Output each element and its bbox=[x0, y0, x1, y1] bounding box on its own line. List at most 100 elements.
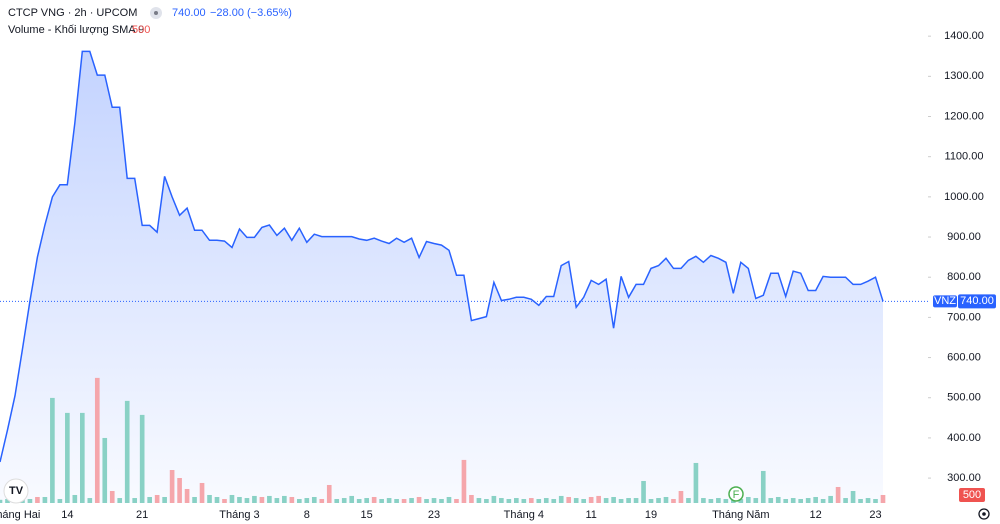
x-tick-label: 12 bbox=[810, 509, 822, 521]
x-tick-label: 8 bbox=[304, 509, 310, 521]
volume-bar bbox=[326, 484, 332, 503]
volume-bar bbox=[379, 498, 384, 503]
volume-bar bbox=[633, 498, 639, 503]
volume-bar bbox=[394, 498, 399, 503]
volume-bar bbox=[476, 498, 482, 503]
plot-area bbox=[0, 50, 886, 504]
volume-last: 500 bbox=[132, 24, 150, 36]
volume-bar bbox=[334, 498, 340, 503]
volume-bar bbox=[641, 480, 646, 503]
x-tick-label: 19 bbox=[645, 509, 657, 521]
volume-bar bbox=[775, 496, 781, 503]
volume-bar bbox=[663, 496, 669, 503]
volume-bar bbox=[371, 496, 377, 503]
volume-bar bbox=[349, 495, 355, 503]
volume-bar bbox=[790, 498, 796, 503]
y-tick-label: 500.00 bbox=[947, 392, 981, 404]
volume-bar bbox=[820, 498, 826, 503]
volume-bar bbox=[858, 498, 863, 503]
volume-bar bbox=[446, 496, 452, 503]
volume-bar bbox=[626, 498, 631, 503]
y-tick-label: 800.00 bbox=[947, 271, 981, 283]
volume-bar bbox=[611, 496, 616, 503]
volume-bar bbox=[27, 498, 33, 503]
volume-bar bbox=[551, 498, 557, 503]
volume-bar bbox=[783, 498, 789, 503]
x-tick-label: Tháng 4 bbox=[504, 509, 544, 521]
volume-bar bbox=[723, 498, 729, 503]
volume-bar bbox=[514, 498, 519, 503]
volume-bar bbox=[154, 494, 160, 503]
volume-bar bbox=[528, 498, 534, 503]
volume-bar bbox=[850, 490, 856, 503]
volume-bar bbox=[828, 495, 833, 503]
volume-bar bbox=[768, 498, 774, 503]
volume-bar bbox=[880, 494, 886, 503]
volume-title: Volume - Khối lượng SMA 9 bbox=[8, 24, 144, 36]
x-tick-label: 15 bbox=[361, 509, 373, 521]
volume-bar bbox=[237, 496, 242, 503]
volume-bar bbox=[566, 496, 572, 503]
volume-bar bbox=[581, 498, 586, 503]
volume-bar bbox=[184, 488, 190, 503]
volume-bar bbox=[252, 495, 257, 503]
volume-bar bbox=[461, 459, 467, 503]
volume-bar bbox=[573, 498, 579, 503]
y-tick-label: 1300.00 bbox=[944, 70, 984, 82]
symbol-label: VNZ bbox=[934, 295, 956, 307]
y-tick-label: 1000.00 bbox=[944, 191, 984, 203]
volume-bar bbox=[618, 498, 624, 503]
y-tick-label: 400.00 bbox=[947, 432, 981, 444]
volume-bar bbox=[214, 496, 220, 503]
volume-bar bbox=[222, 498, 227, 503]
volume-bar bbox=[319, 498, 325, 503]
svg-text:F: F bbox=[733, 489, 740, 501]
volume-bar bbox=[678, 490, 684, 503]
volume-badge bbox=[959, 487, 985, 502]
last-price: 740.00 bbox=[172, 7, 206, 19]
volume-bar bbox=[469, 494, 474, 503]
volume-bar bbox=[671, 498, 676, 503]
x-tick-label: Tháng Năm bbox=[712, 509, 769, 521]
price-line bbox=[0, 50, 884, 463]
volume-bar bbox=[341, 498, 347, 503]
volume-bar bbox=[543, 498, 549, 503]
volume-bar bbox=[5, 498, 10, 503]
volume-bar bbox=[798, 498, 804, 503]
settings-icon[interactable] bbox=[978, 508, 990, 520]
price-badge-label: 740.00 bbox=[960, 295, 994, 307]
volume-bar bbox=[117, 498, 123, 503]
volume-bar bbox=[282, 495, 287, 503]
chart-title: CTCP VNG · 2h · UPCOM bbox=[8, 7, 137, 19]
volume-bar bbox=[416, 496, 422, 503]
y-tick-label: 600.00 bbox=[947, 351, 981, 363]
eye-icon[interactable] bbox=[150, 7, 162, 19]
volume-bar bbox=[57, 498, 63, 503]
event-marker[interactable]: F bbox=[728, 486, 744, 502]
volume-bar bbox=[873, 498, 878, 503]
x-tick-label: 21 bbox=[136, 509, 148, 521]
volume-bar bbox=[865, 498, 871, 503]
volume-bar bbox=[192, 496, 197, 503]
volume-bar bbox=[289, 496, 295, 503]
price-change: −28.00 (−3.65%) bbox=[210, 7, 292, 19]
svg-text:TV: TV bbox=[9, 485, 24, 497]
volume-bar bbox=[297, 498, 302, 503]
volume-bar bbox=[35, 496, 40, 503]
x-tick-label: Tháng Hai bbox=[0, 509, 40, 521]
volume-bar bbox=[521, 498, 527, 503]
volume-bar bbox=[686, 498, 691, 503]
volume-bar bbox=[506, 498, 512, 503]
volume-bar bbox=[424, 498, 429, 503]
tv-logo[interactable]: TV bbox=[3, 478, 29, 504]
volume-bar bbox=[109, 490, 115, 503]
area-fill bbox=[0, 51, 883, 504]
volume-bar bbox=[229, 494, 235, 503]
volume-bar bbox=[753, 498, 759, 503]
volume-bar bbox=[656, 498, 661, 503]
volume-bar bbox=[42, 496, 48, 503]
volume-bar bbox=[244, 498, 250, 503]
volume-bar bbox=[65, 412, 70, 503]
volume-bar bbox=[738, 498, 744, 503]
